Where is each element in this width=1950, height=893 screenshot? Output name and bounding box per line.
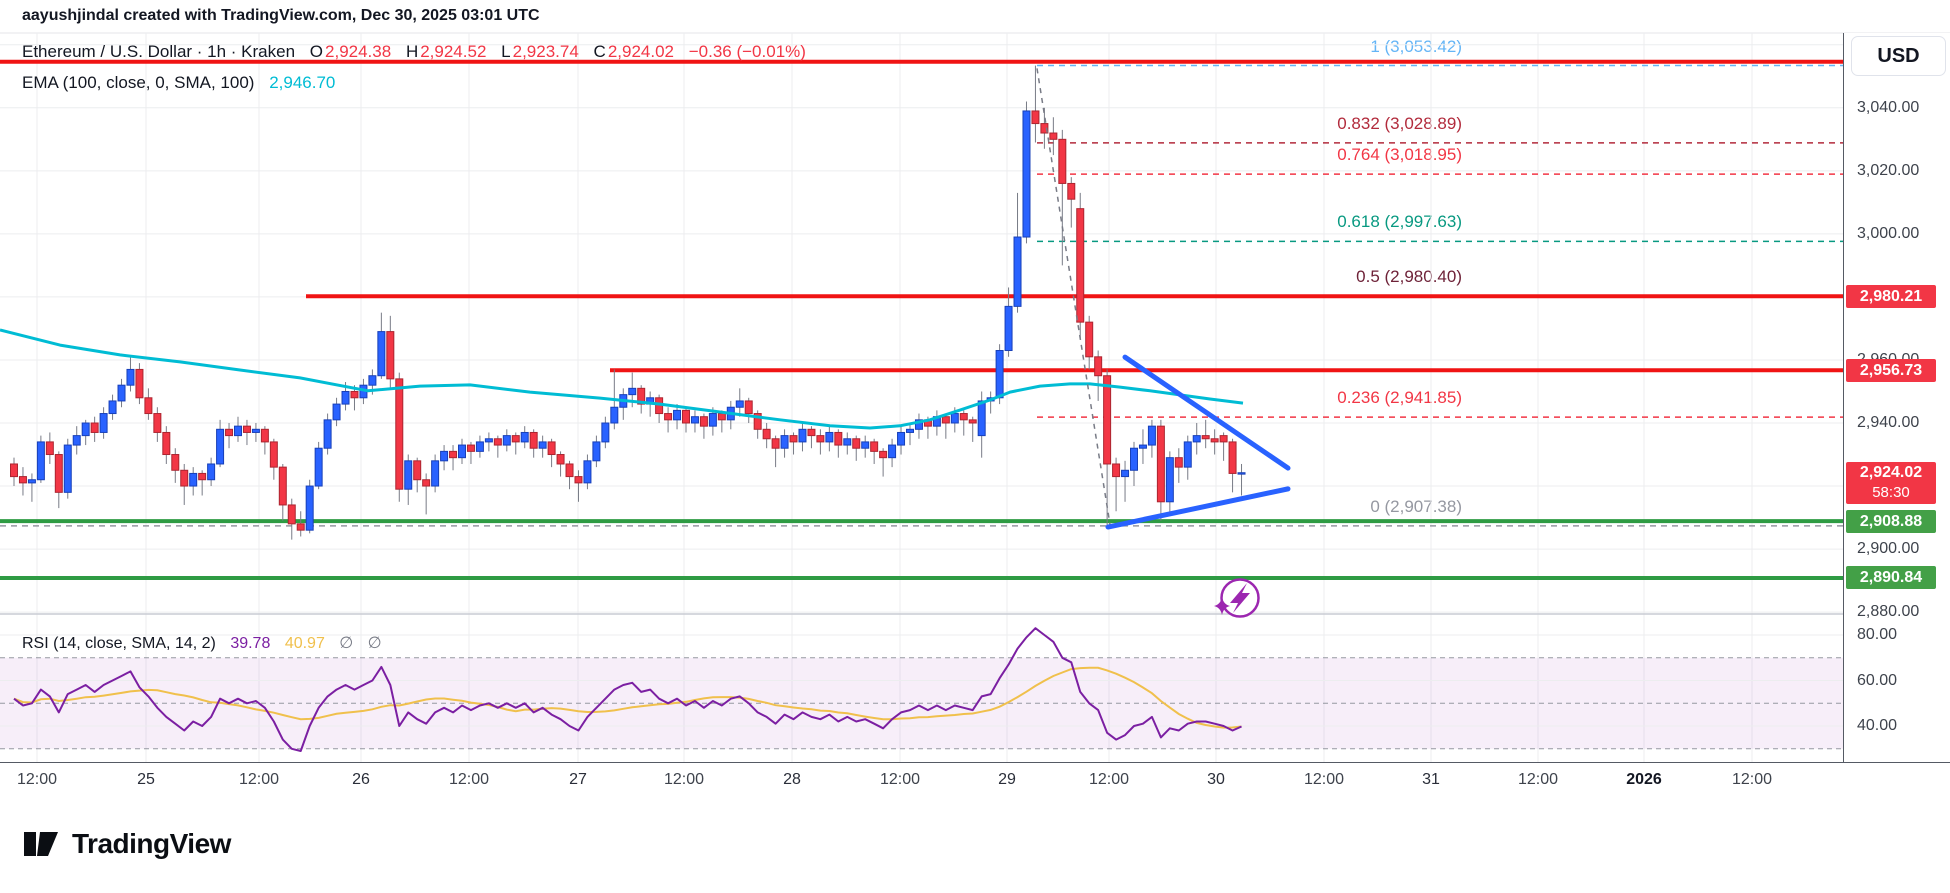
ema-value: 2,946.70 bbox=[269, 73, 336, 92]
time-tick-label: 2026 bbox=[1626, 771, 1662, 788]
time-tick-label: 25 bbox=[137, 771, 155, 788]
open-value: 2,924.38 bbox=[325, 42, 392, 61]
price-level-chip: 2,908.88 bbox=[1846, 509, 1936, 533]
time-tick-label: 31 bbox=[1422, 771, 1440, 788]
price-level-chip: 2,980.21 bbox=[1846, 284, 1936, 308]
fib-level-label: 0 (2,907.38) bbox=[1370, 496, 1462, 516]
low-value: 2,923.74 bbox=[512, 42, 579, 61]
symbol-title: Ethereum / U.S. Dollar · 1h · Kraken bbox=[22, 42, 296, 61]
tradingview-logo[interactable]: TradingView bbox=[24, 828, 231, 860]
fib-level-label: 0.5 (2,980.40) bbox=[1356, 266, 1462, 286]
symbol-legend[interactable]: Ethereum / U.S. Dollar · 1h · Kraken O 2,… bbox=[22, 42, 806, 62]
time-tick-label: 12:00 bbox=[448, 771, 490, 788]
ema-title: EMA (100, close, 0, SMA, 100) bbox=[22, 73, 255, 92]
price-level-chip: 2,956.73 bbox=[1846, 358, 1936, 382]
open-label: O bbox=[309, 42, 324, 61]
time-tick-label: 27 bbox=[569, 771, 587, 788]
time-tick-label: 12:00 bbox=[16, 771, 58, 788]
time-tick-label: 12:00 bbox=[1088, 771, 1130, 788]
price-tick-label: 3,020.00 bbox=[1857, 161, 1920, 179]
current-price-chip: 2,924.02 58:30 bbox=[1846, 461, 1936, 504]
time-tick-label: 28 bbox=[783, 771, 801, 788]
time-tick-label: 12:00 bbox=[663, 771, 705, 788]
price-tick-label: 80.00 bbox=[1857, 626, 1898, 643]
close-value: 2,924.02 bbox=[607, 42, 674, 61]
time-tick-label: 12:00 bbox=[879, 771, 921, 788]
rsi-ma-value: 40.97 bbox=[284, 635, 325, 652]
close-label: C bbox=[593, 42, 606, 61]
price-tick-label: 2,940.00 bbox=[1857, 414, 1920, 431]
time-tick-label: 12:00 bbox=[1517, 771, 1559, 788]
price-level-chip: 2,890.84 bbox=[1846, 566, 1936, 590]
high-value: 2,924.52 bbox=[420, 42, 487, 61]
time-tick-label: 26 bbox=[352, 771, 370, 788]
price-axis[interactable]: 3,040.003,020.003,000.002,960.002,940.00… bbox=[1843, 33, 1950, 762]
tradingview-logo-text: TradingView bbox=[72, 828, 231, 859]
time-tick-label: 12:00 bbox=[238, 771, 280, 788]
rsi-null-2: ∅ bbox=[367, 635, 382, 652]
attribution-text: aayushjindal created with TradingView.co… bbox=[22, 7, 540, 24]
time-tick-label: 30 bbox=[1207, 771, 1225, 788]
currency-button[interactable]: USD bbox=[1851, 36, 1946, 76]
change-value: −0.36 (−0.01%) bbox=[688, 42, 806, 61]
time-tick-label: 12:00 bbox=[1303, 771, 1345, 788]
price-tick-label: 2,900.00 bbox=[1857, 540, 1920, 558]
rsi-title: RSI (14, close, SMA, 14, 2) bbox=[22, 635, 216, 652]
low-label: L bbox=[501, 42, 511, 61]
rsi-legend[interactable]: RSI (14, close, SMA, 14, 2) 39.78 40.97 … bbox=[22, 633, 382, 653]
time-tick-label: 12:00 bbox=[1731, 771, 1773, 788]
rsi-value: 39.78 bbox=[230, 635, 271, 652]
time-axis[interactable]: 12:00 25 12:00 26 12:00 27 12:00 28 12:00 29 12:00… bbox=[0, 762, 1950, 801]
high-label: H bbox=[405, 42, 419, 61]
time-tick-label: 29 bbox=[998, 771, 1016, 788]
tradingview-logo-icon bbox=[24, 832, 58, 856]
rsi-null-1: ∅ bbox=[339, 635, 354, 652]
price-tick-label: 60.00 bbox=[1857, 671, 1898, 689]
price-tick-label: 3,000.00 bbox=[1857, 224, 1920, 242]
price-tick-label: 40.00 bbox=[1857, 717, 1898, 734]
fib-level-label: 1 (3,053.42) bbox=[1370, 36, 1462, 56]
ema-legend[interactable]: EMA (100, close, 0, SMA, 100) 2,946.70 bbox=[22, 73, 335, 93]
price-tick-label: 2,880.00 bbox=[1857, 603, 1920, 621]
bar-countdown: 58:30 bbox=[1872, 483, 1910, 501]
price-tick-label: 3,040.00 bbox=[1857, 98, 1920, 116]
